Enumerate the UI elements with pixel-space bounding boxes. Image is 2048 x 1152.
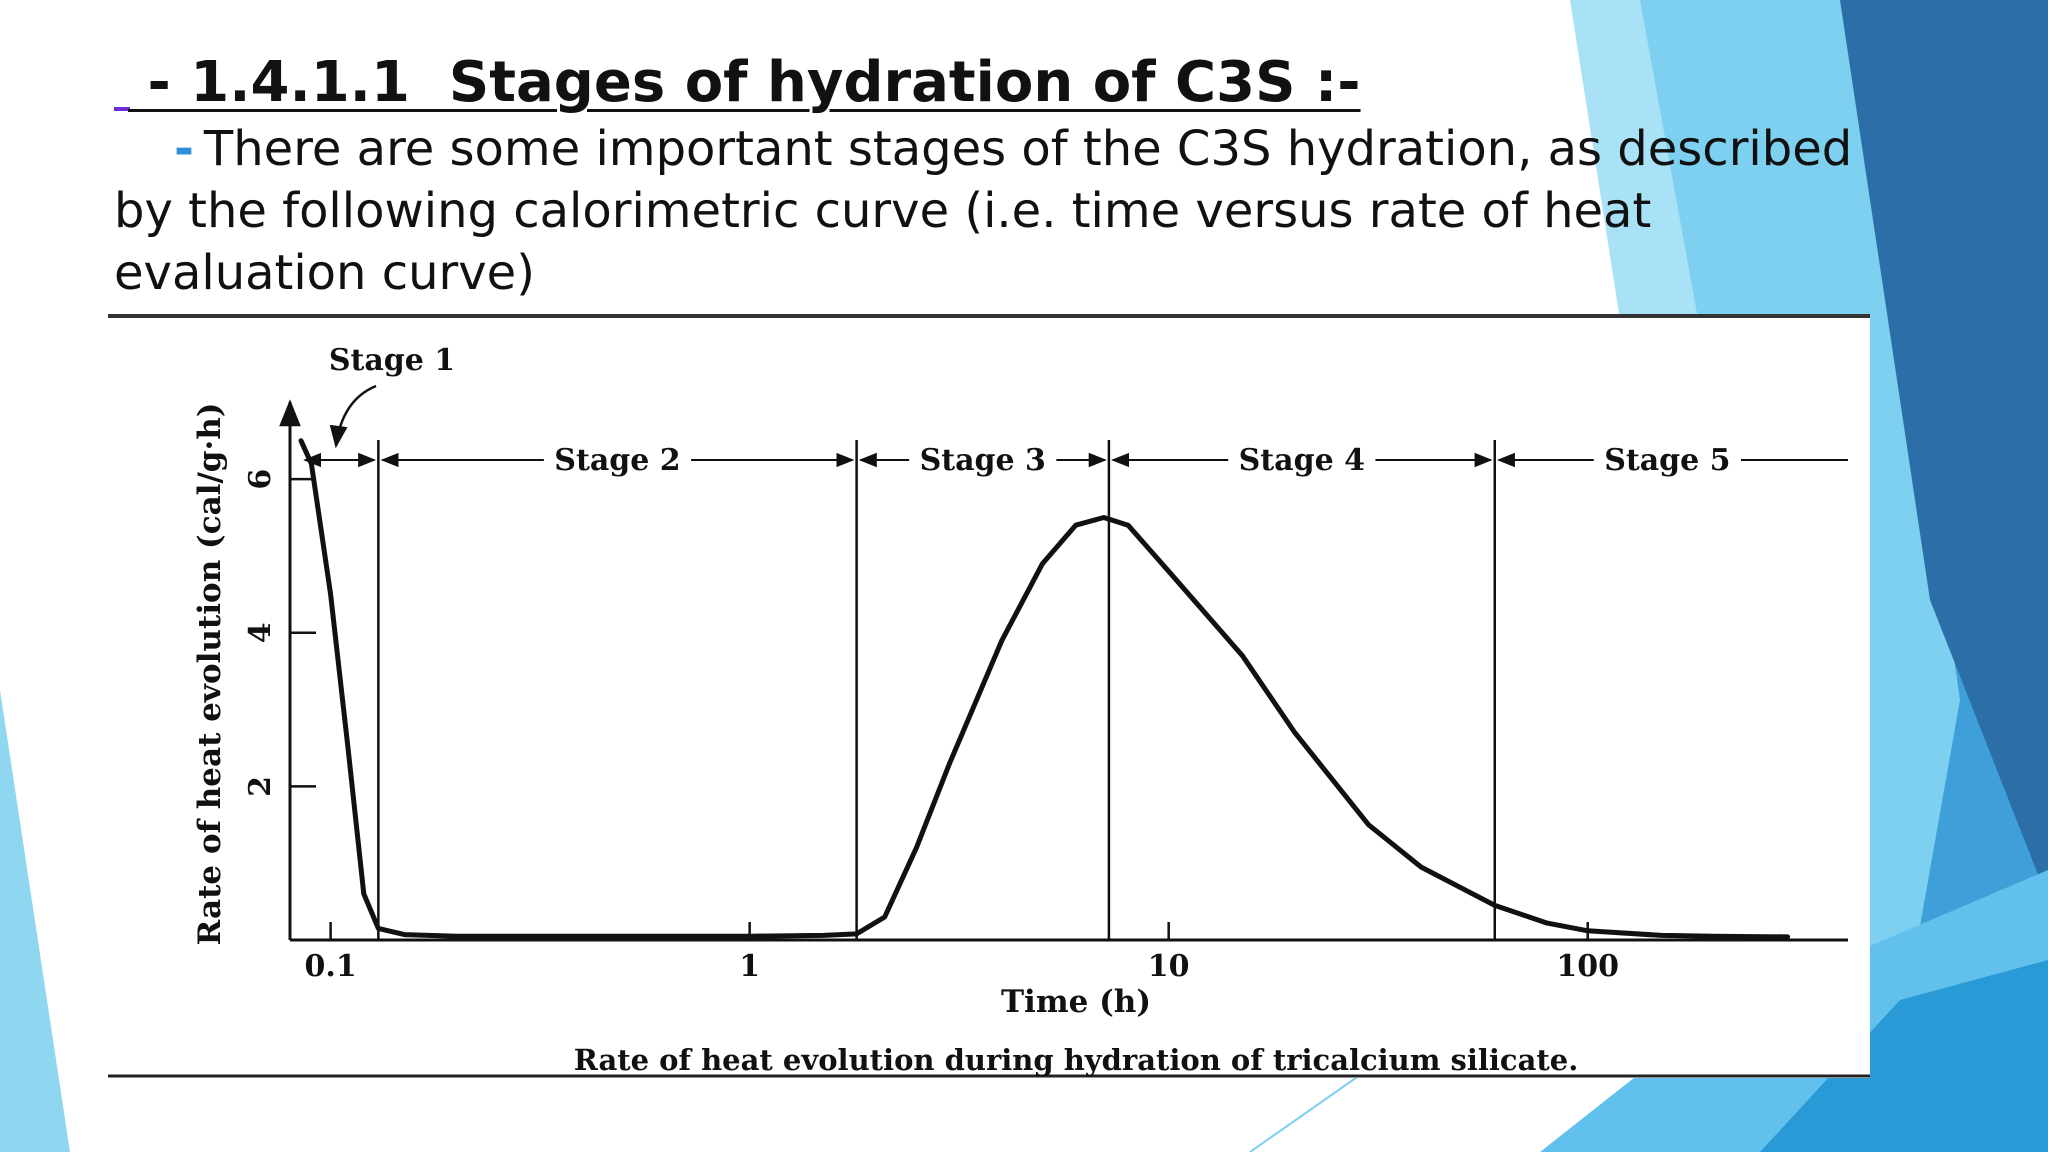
decor-right-pale bbox=[1570, 0, 1700, 330]
stage-label: Stage 4 bbox=[1239, 443, 1365, 478]
heat-evolution-curve bbox=[298, 438, 1791, 940]
stage-1-pointer bbox=[329, 384, 377, 449]
stage-label: Stage 5 bbox=[1604, 443, 1730, 478]
slide-title: - 1.4.1.1 Stages of hydration of C3S :- bbox=[128, 50, 1361, 115]
figure-panel bbox=[108, 314, 1870, 1078]
stage-label: Stage 3 bbox=[920, 443, 1046, 478]
x-tick-label: 100 bbox=[1556, 949, 1619, 984]
decor-right-dark bbox=[1840, 0, 2048, 900]
intro-text: There are some important stages of the C… bbox=[114, 121, 1853, 301]
chart-title: Rate of heat evolution during hydration … bbox=[574, 1043, 1579, 1077]
decor-left-strip bbox=[0, 690, 70, 1152]
intro-paragraph: - There are some important stages of the … bbox=[114, 118, 1874, 304]
intro-bullet: - bbox=[174, 121, 194, 177]
chart-figure: 2 4 6 0.1 1 10 100 Time (h) Rate of heat evoluti… bbox=[108, 314, 1870, 1078]
stage-label: Stage 2 bbox=[554, 443, 680, 478]
x-tick-label: 1 bbox=[739, 949, 760, 984]
y-tick-label: 2 bbox=[243, 776, 278, 797]
decor-thin-line bbox=[1249, 1074, 1361, 1152]
stage-label: Stage 1 bbox=[329, 343, 455, 378]
x-tick-label: 10 bbox=[1148, 949, 1190, 984]
title-accent-mark bbox=[114, 107, 130, 111]
x-axis-label: Time (h) bbox=[1001, 984, 1151, 1020]
y-tick-label: 4 bbox=[243, 622, 278, 643]
x-tick-label: 0.1 bbox=[305, 949, 357, 984]
y-tick-label: 6 bbox=[243, 469, 278, 490]
y-axis-label: Rate of heat evolution (cal/g·h) bbox=[192, 403, 228, 946]
decor-bottom-right-dark bbox=[1760, 960, 2048, 1152]
chart-plot: 2 4 6 0.1 1 10 100 Time (h) Rate of heat evoluti… bbox=[192, 343, 1848, 1077]
